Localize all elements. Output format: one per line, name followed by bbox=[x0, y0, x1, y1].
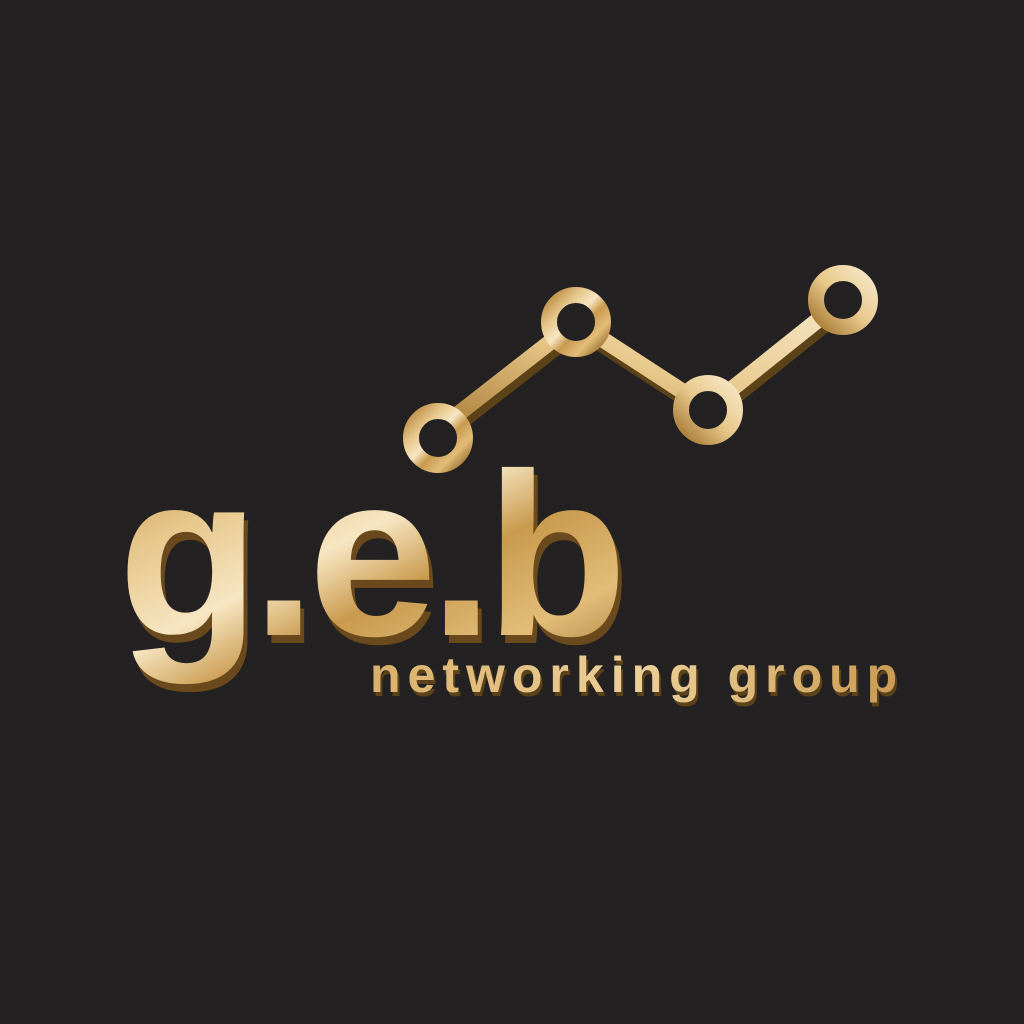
chart-node-icon bbox=[673, 375, 743, 445]
chart-node-icon bbox=[403, 403, 473, 473]
svg-text:g.e.b: g.e.b bbox=[122, 434, 623, 693]
rising-line-chart-icon bbox=[403, 265, 878, 473]
geb-wordmark: g.e.b g.e.b bbox=[118, 426, 631, 693]
svg-text:networking group: networking group bbox=[370, 647, 904, 703]
networking-group-tagline: networking group networking group bbox=[370, 647, 906, 707]
chart-node-icon bbox=[541, 287, 611, 357]
chart-node-icon bbox=[808, 265, 878, 335]
svg-text:networking group: networking group bbox=[372, 651, 906, 707]
svg-text:g.e.b: g.e.b bbox=[118, 426, 619, 685]
